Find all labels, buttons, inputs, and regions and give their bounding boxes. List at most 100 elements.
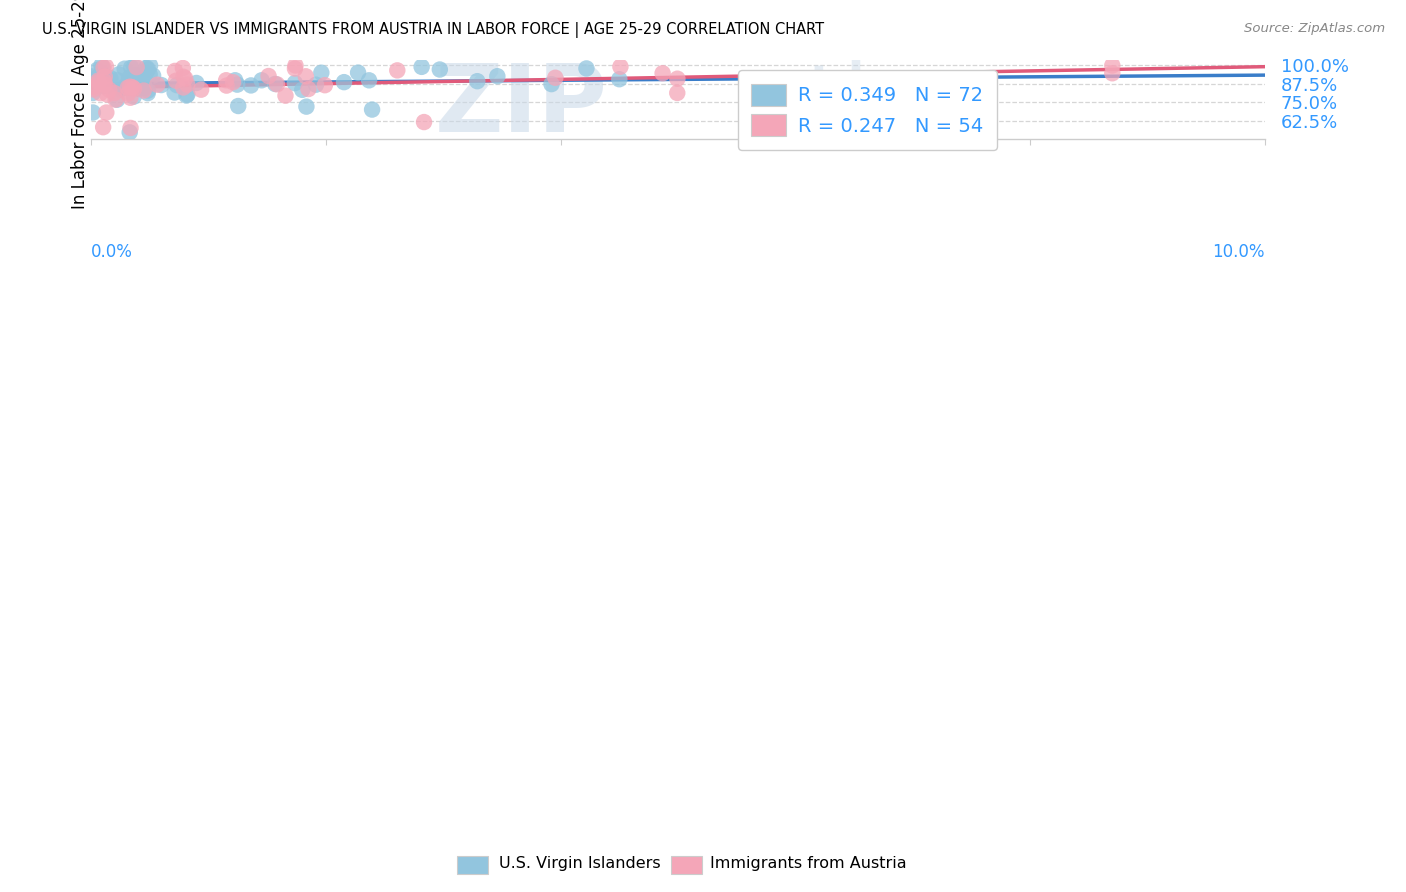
Point [172,70,194,84]
Point [666,86,689,100]
Point [226,78,249,92]
Point [101,80,124,95]
Point [124,69,146,83]
Point [93,74,115,88]
Point [136,84,159,98]
Point [305,78,328,92]
Point [131,78,153,93]
Point [284,58,307,72]
Point [135,61,157,75]
Point [222,75,245,89]
Point [291,83,314,97]
Point [96,87,118,102]
Point [347,65,370,79]
Point [94,70,117,84]
Point [257,69,280,83]
Point [105,93,128,107]
Point [120,61,142,75]
Point [122,81,145,95]
Point [333,75,356,89]
Text: Immigrants from Austria: Immigrants from Austria [710,856,907,871]
Point [127,73,149,87]
Point [465,74,488,88]
Point [134,79,156,94]
Point [122,89,145,103]
Point [186,76,208,90]
Point [86,70,108,85]
Point [575,62,598,76]
Point [266,78,288,92]
Point [215,78,238,93]
Point [176,87,198,102]
Point [120,79,142,94]
Point [165,73,187,87]
Point [122,71,145,86]
Point [429,62,451,77]
Point [609,60,631,74]
Point [118,125,141,139]
Point [82,82,104,96]
Point [121,80,143,95]
Point [1101,58,1123,72]
Point [172,61,194,75]
Point [118,76,141,90]
Point [174,71,197,86]
Point [264,77,287,91]
Point [666,71,689,86]
Point [226,99,249,113]
Point [166,78,188,92]
Point [138,68,160,82]
Point [111,80,134,95]
Point [118,70,141,85]
Point [100,71,122,86]
Point [359,73,381,87]
Point [94,60,117,74]
Point [215,73,238,87]
Point [83,80,105,95]
Point [89,86,111,100]
Point [87,75,110,89]
Point [413,115,436,129]
Point [82,86,104,100]
Point [82,105,104,120]
Point [284,76,307,90]
Point [108,82,131,96]
Point [105,73,128,87]
Legend: R = 0.349   N = 72, R = 0.247   N = 54: R = 0.349 N = 72, R = 0.247 N = 54 [738,70,997,150]
Point [91,66,114,80]
Point [314,78,336,93]
Point [97,78,120,93]
Point [125,60,148,74]
Point [96,105,118,120]
Point [91,62,114,76]
Point [607,72,630,87]
Text: 10.0%: 10.0% [1212,243,1265,261]
Point [117,80,139,95]
Point [240,78,263,93]
Point [540,77,562,91]
Point [295,100,318,114]
Point [190,83,212,97]
Point [115,78,138,93]
Point [176,88,198,103]
Point [544,70,567,85]
Text: U.S. Virgin Islanders: U.S. Virgin Islanders [499,856,661,871]
Point [176,78,198,92]
Point [486,69,509,83]
Y-axis label: In Labor Force | Age 25-29: In Labor Force | Age 25-29 [72,0,89,209]
Point [93,79,115,94]
Point [361,103,384,117]
Point [146,78,169,92]
Text: ZIP: ZIP [434,60,607,152]
Point [118,80,141,95]
Point [311,66,333,80]
Point [91,120,114,135]
Point [224,73,246,87]
Point [104,93,127,107]
Point [127,81,149,95]
Point [120,91,142,105]
Point [297,82,319,96]
Point [86,62,108,77]
Point [94,78,117,92]
Point [107,67,129,81]
